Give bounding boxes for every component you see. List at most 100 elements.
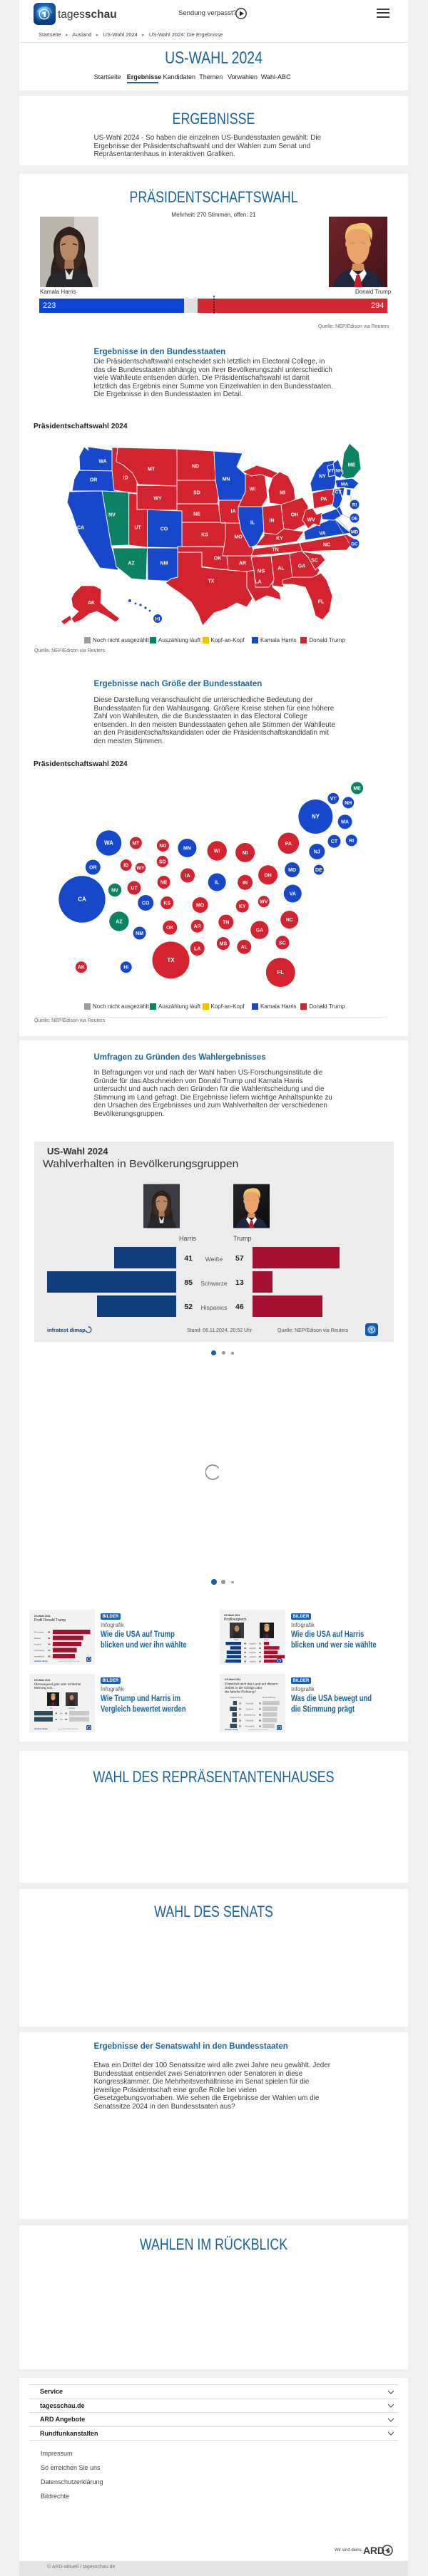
- svg-text:Gebiet in die richtige oder: Gebiet in die richtige oder: [225, 1686, 263, 1690]
- svg-text:vergleich: vergleich: [249, 1660, 256, 1662]
- svg-text:IA: IA: [231, 509, 236, 514]
- svg-text:US-Wahl 2024: US-Wahl 2024: [34, 1679, 50, 1682]
- svg-text:NC: NC: [286, 918, 293, 923]
- svg-text:TN: TN: [272, 548, 278, 553]
- svg-text:GA: GA: [298, 564, 306, 569]
- svg-text:48: 48: [65, 1712, 68, 1715]
- svg-text:68: 68: [259, 1719, 262, 1722]
- svg-text:NE: NE: [160, 881, 168, 886]
- svg-text:UT: UT: [131, 886, 138, 891]
- svg-text:vergleich: vergleich: [249, 1643, 256, 1645]
- svg-text:MT: MT: [132, 842, 140, 847]
- svg-text:SC: SC: [279, 941, 286, 946]
- svg-text:AZ: AZ: [116, 920, 123, 925]
- svg-text:NC: NC: [323, 543, 330, 548]
- svg-text:DE: DE: [315, 868, 322, 873]
- svg-text:falsche Richtung: falsche Richtung: [263, 1697, 275, 1699]
- svg-text:OK: OK: [214, 557, 222, 562]
- svg-text:MI: MI: [280, 491, 285, 496]
- svg-text:NY: NY: [312, 814, 320, 820]
- svg-text:MN: MN: [223, 477, 230, 482]
- svg-text:PA: PA: [285, 842, 292, 847]
- svg-text:IN: IN: [270, 519, 275, 524]
- svg-text:NV: NV: [108, 513, 116, 518]
- svg-text:MS: MS: [220, 942, 228, 947]
- svg-text:schlecht: schlecht: [68, 1707, 75, 1709]
- svg-text:FL: FL: [277, 969, 284, 976]
- svg-text:25: 25: [239, 1725, 242, 1728]
- svg-text:OH: OH: [264, 873, 272, 878]
- svg-text:Wrt: Wrt: [60, 1719, 63, 1721]
- svg-text:44: 44: [55, 1712, 58, 1715]
- svg-text:64: 64: [48, 1631, 51, 1634]
- svg-text:GA: GA: [256, 929, 264, 933]
- svg-text:41: 41: [48, 1649, 51, 1652]
- svg-text:AR: AR: [239, 562, 246, 567]
- svg-text:DC: DC: [351, 542, 358, 547]
- svg-text:34: 34: [244, 1647, 247, 1650]
- svg-text:65: 65: [259, 1655, 262, 1658]
- svg-text:AZ: AZ: [128, 562, 135, 567]
- svg-text:Trump: Trump: [264, 1639, 269, 1641]
- svg-text:ID: ID: [123, 864, 128, 869]
- svg-text:infratest dimap: infratest dimap: [34, 1660, 48, 1662]
- svg-text:OH: OH: [291, 513, 299, 518]
- svg-text:NM: NM: [160, 562, 168, 567]
- svg-text:SD: SD: [159, 860, 166, 865]
- svg-text:MN: MN: [183, 847, 191, 852]
- svg-text:vergleich: vergleich: [249, 1652, 256, 1654]
- svg-text:52: 52: [48, 1637, 51, 1640]
- svg-text:IN: IN: [243, 881, 248, 886]
- svg-text:infratest dimap: infratest dimap: [224, 1660, 238, 1663]
- svg-text:Profil Donald Trump: Profil Donald Trump: [34, 1618, 66, 1623]
- svg-text:MO: MO: [234, 535, 243, 540]
- svg-text:48: 48: [244, 1660, 247, 1662]
- svg-text:MD: MD: [288, 868, 296, 873]
- svg-text:AL: AL: [241, 945, 248, 950]
- svg-text:sympathsch: sympathsch: [34, 1655, 44, 1658]
- svg-text:CT: CT: [335, 490, 342, 495]
- svg-text:Stand: 06.11.2024, 20:52 Uhr: Stand: 06.11.2024, 20:52 Uhr: [59, 1660, 80, 1662]
- svg-text:ME: ME: [353, 787, 361, 792]
- svg-text:OR: OR: [89, 866, 97, 871]
- svg-text:LA: LA: [194, 947, 200, 952]
- svg-text:58: 58: [259, 1660, 262, 1662]
- svg-text:79: 79: [259, 1702, 262, 1705]
- svg-text:WY: WY: [153, 497, 162, 502]
- svg-text:48: 48: [259, 1647, 262, 1650]
- svg-text:gut: gut: [50, 1707, 53, 1709]
- svg-text:NH: NH: [335, 469, 342, 474]
- svg-text:NJ: NJ: [314, 850, 320, 855]
- svg-text:MT: MT: [148, 467, 156, 472]
- svg-text:70: 70: [259, 1708, 262, 1711]
- svg-text:TX: TX: [167, 957, 175, 963]
- svg-text:Entwickelt sich das Land auf d: Entwickelt sich das Land auf diesem: [225, 1682, 277, 1686]
- svg-text:45: 45: [244, 1651, 247, 1654]
- svg-text:MS: MS: [258, 569, 265, 574]
- svg-text:48: 48: [65, 1718, 68, 1721]
- svg-text:26: 26: [239, 1708, 242, 1711]
- svg-text:KY: KY: [239, 904, 246, 909]
- svg-text:IA: IA: [185, 874, 190, 879]
- svg-text:14: 14: [239, 1702, 242, 1705]
- svg-text:NM: NM: [136, 931, 143, 936]
- svg-text:VT: VT: [330, 797, 337, 802]
- svg-text:AL: AL: [277, 567, 285, 571]
- svg-text:IL: IL: [215, 881, 220, 886]
- svg-text:MO: MO: [196, 904, 205, 909]
- svg-text:PA: PA: [320, 497, 327, 502]
- svg-text:die falsche Richtung?: die falsche Richtung?: [225, 1690, 256, 1694]
- svg-text:US-Wahl 2024: US-Wahl 2024: [225, 1678, 240, 1681]
- svg-text:CA: CA: [78, 896, 86, 903]
- svg-text:49: 49: [48, 1643, 51, 1646]
- svg-text:OR: OR: [90, 478, 98, 483]
- svg-text:richtige Richtung: richtige Richtung: [230, 1697, 243, 1699]
- svg-text:VT: VT: [328, 469, 334, 474]
- svg-text:48: 48: [244, 1643, 247, 1645]
- svg-text:Stand: 06.11.2024, 20:52 Uhr: Stand: 06.11.2024, 20:52 Uhr: [248, 1729, 269, 1731]
- svg-text:MA: MA: [341, 820, 349, 825]
- svg-text:ME: ME: [348, 463, 356, 468]
- svg-text:OK: OK: [166, 926, 174, 931]
- svg-text:Stand: 06.11.2024, 20:52 Uhr: Stand: 06.11.2024, 20:52 Uhr: [58, 1728, 78, 1730]
- svg-text:CO: CO: [142, 901, 150, 906]
